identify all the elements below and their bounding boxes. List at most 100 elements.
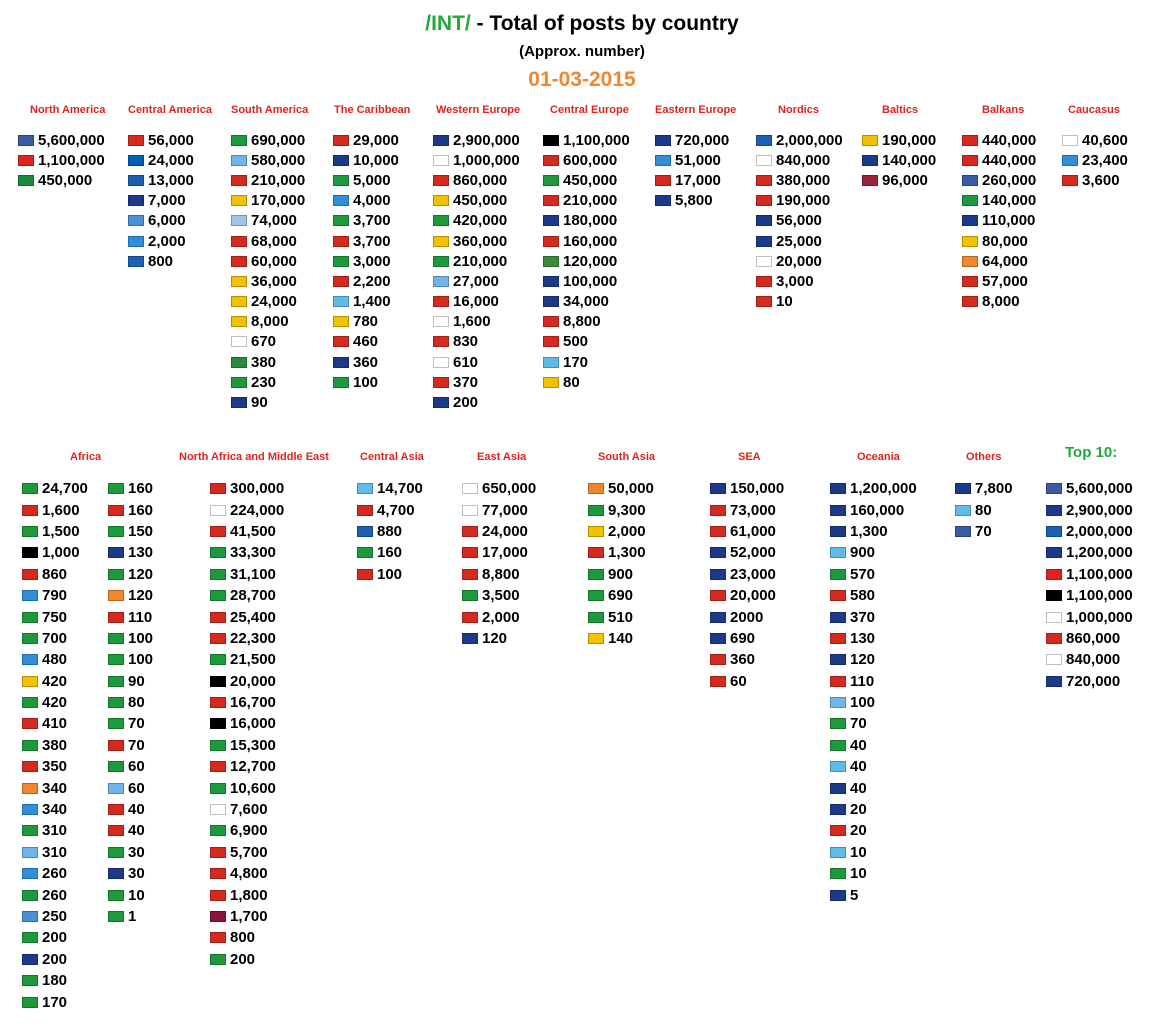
post-count: 110 [128,608,153,626]
flag-icon [22,953,38,965]
country-row: 20,000 [710,585,784,606]
flag-icon [962,235,978,247]
flag-icon [756,215,772,227]
post-count: 73,000 [730,501,776,519]
post-count: 1 [128,908,137,925]
region-header-north-africa-and-middle-east: North Africa and Middle East [179,451,329,463]
region-header-western-europe: Western Europe [436,104,521,116]
country-row: 1,800 [210,884,284,905]
country-row: 650,000 [462,478,536,499]
country-row: 1,600 [22,499,88,520]
flag-icon [710,632,726,644]
country-row: 4,800 [210,863,284,884]
country-row: 40 [108,799,153,820]
post-count: 880 [377,522,403,540]
flag-icon [108,804,124,816]
country-row: 120 [830,649,917,670]
country-row: 1,100,000 [18,150,105,170]
flag-icon [108,504,124,516]
post-count: 56,000 [776,212,822,230]
flag-icon [22,996,38,1008]
flag-icon [756,174,772,186]
flag-icon [433,336,449,348]
post-count: 5 [850,886,859,904]
post-count: 100,000 [563,272,618,290]
post-count: 510 [608,608,634,626]
flag-icon [108,911,124,922]
post-count: 1,400 [353,293,391,311]
country-row: 16,000 [433,292,520,312]
post-count: 56,000 [148,131,194,149]
post-count: 580 [850,587,876,605]
post-count: 20,000 [730,587,776,605]
country-row: 3,500 [462,585,536,606]
country-row: 140 [588,628,654,649]
flag-icon [543,215,559,227]
country-row: 40 [830,777,917,798]
post-count: 780 [353,313,379,331]
post-count: 10,000 [353,151,399,169]
region-column-others: 7,800 80 70 [955,478,1013,542]
country-row: 96,000 [862,170,936,190]
flag-icon [231,154,247,166]
flag-icon [22,739,38,751]
flag-icon [433,275,449,287]
post-count: 100 [377,565,403,583]
country-row: 210,000 [433,251,520,271]
country-row: 56,000 [128,130,194,150]
flag-icon [210,568,226,580]
post-count: 5,600,000 [38,131,105,149]
country-row: 460 [333,332,399,352]
flag-icon [128,174,144,186]
post-count: 4,700 [377,501,415,519]
region-header-south-america: South America [231,104,309,116]
flag-icon [433,316,449,328]
post-count: 12,700 [230,758,276,776]
region-column-sea: 150,000 73,000 61,000 52,000 23,000 20,000 200… [710,478,784,692]
region-header-nordics: Nordics [778,104,819,116]
country-row: 700 [22,628,88,649]
flag-icon [433,296,449,308]
post-count: 7,000 [148,192,186,210]
post-count: 380 [251,353,277,371]
post-count: 33,300 [230,544,276,562]
flag-icon [830,525,846,537]
post-count: 40,600 [1082,131,1128,149]
flag-icon [108,632,124,644]
flag-icon [462,611,478,623]
country-row: 22,300 [210,628,284,649]
post-count: 17,000 [482,544,528,562]
post-count: 3,700 [353,232,391,250]
post-count: 900 [850,544,876,562]
country-row: 160,000 [543,231,630,251]
post-count: 3,000 [776,272,814,290]
post-count: 1,500 [42,522,80,540]
country-row: 1,300 [830,521,917,542]
country-row: 160 [108,478,153,499]
flag-icon [108,547,124,559]
flag-icon [830,590,846,602]
flag-icon [231,134,247,146]
flag-icon [655,195,671,207]
flag-icon [1046,504,1062,516]
flag-icon [830,761,846,773]
post-count: 23,000 [730,565,776,583]
flag-icon [756,235,772,247]
country-row: 73,000 [710,499,784,520]
flag-icon [22,568,38,580]
region-column-south-america: 690,000 580,000 210,000 170,000 74,000 68,000… [231,130,305,413]
flag-icon [1062,154,1078,166]
flag-icon [108,697,124,709]
country-row: 1,700 [210,906,284,927]
post-count: 3,700 [353,212,391,230]
country-row: 5,000 [333,170,399,190]
flag-icon [756,275,772,287]
flag-icon [756,296,772,308]
post-count: 170,000 [251,192,306,210]
post-count: 20 [850,801,867,819]
flag-icon [333,195,349,207]
country-row: 180 [22,970,88,991]
country-row: 8,000 [231,312,305,332]
flag-icon [830,739,846,751]
flag-icon [22,718,38,730]
